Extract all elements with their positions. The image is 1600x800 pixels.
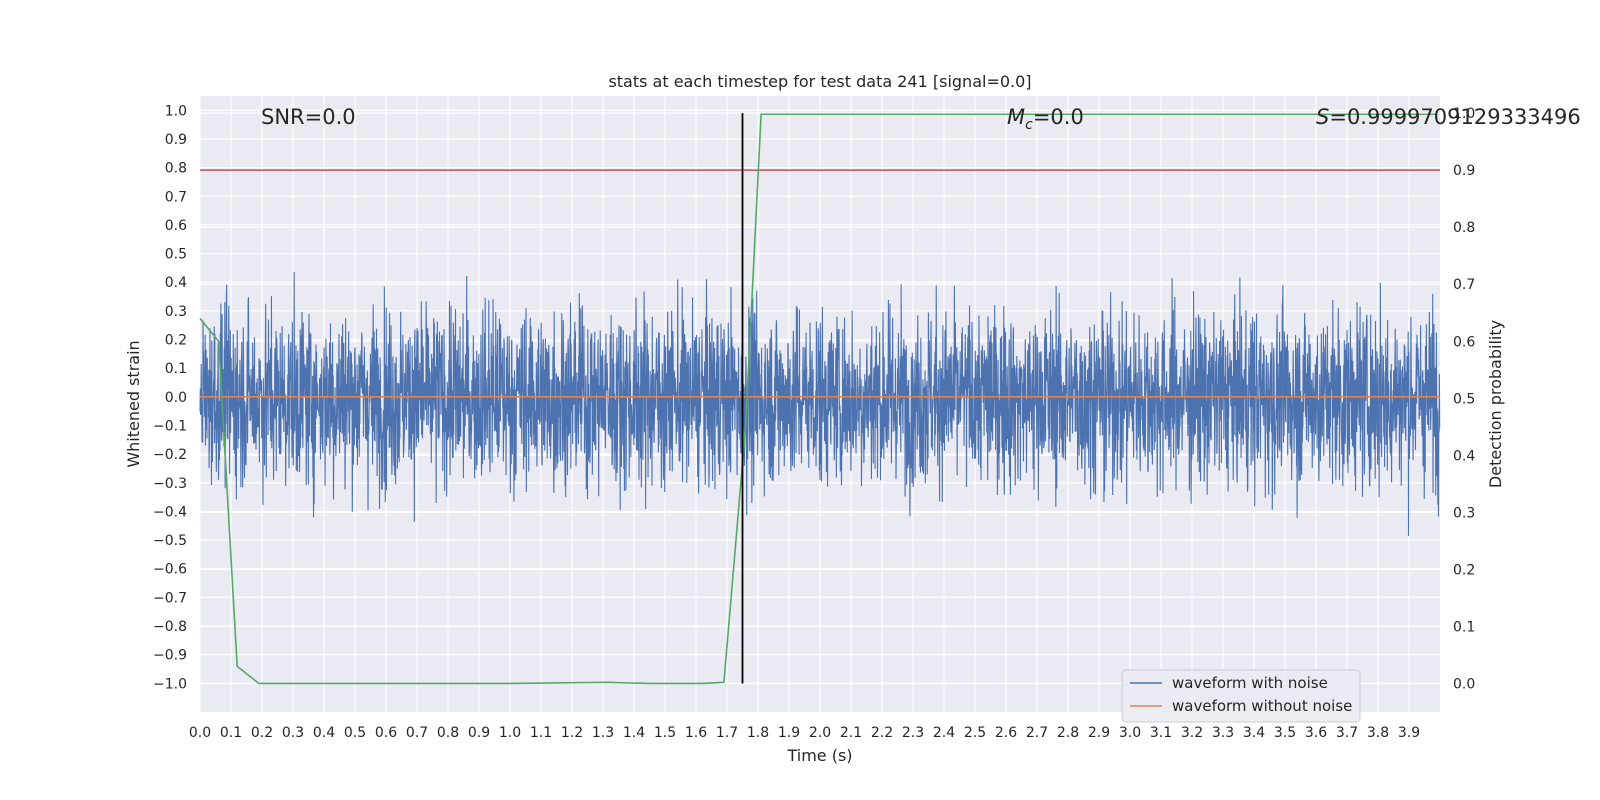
- y-tick-label: 0.1: [165, 361, 187, 377]
- x-tick-label: 2.9: [1088, 725, 1110, 741]
- series-waveform-with-noise: [199, 272, 1441, 536]
- y-tick-label: 0.2: [165, 333, 187, 349]
- x-tick-label: 1.6: [685, 725, 707, 741]
- snr-annotation: SNR=0.0: [261, 105, 356, 129]
- x-tick-label: 1.1: [530, 725, 552, 741]
- x-tick-label: 0.6: [375, 725, 397, 741]
- legend-label-clean: waveform without noise: [1172, 697, 1352, 715]
- x-tick-label: 2.7: [1026, 725, 1048, 741]
- x-tick-label: 2.5: [964, 725, 986, 741]
- y-tick-label: 0.5: [165, 247, 187, 263]
- x-tick-label: 0.0: [189, 725, 211, 741]
- x-tick-label: 2.4: [933, 725, 955, 741]
- y2-tick-label: 0.1: [1453, 619, 1475, 635]
- x-tick-label: 2.8: [1057, 725, 1079, 741]
- chirp-mass-symbol: M: [1007, 105, 1025, 129]
- x-tick-label: 1.7: [716, 725, 738, 741]
- chirp-mass-subscript: c: [1025, 117, 1033, 133]
- x-tick-label: 0.3: [282, 725, 304, 741]
- x-tick-label: 1.0: [499, 725, 521, 741]
- x-tick-label: 0.8: [437, 725, 459, 741]
- y-tick-label: 0.8: [165, 161, 187, 177]
- legend-box: [1121, 669, 1361, 723]
- x-axis-label: Time (s): [786, 746, 852, 765]
- x-tick-label: 3.0: [1119, 725, 1141, 741]
- y2-tick-label: 0.4: [1453, 448, 1475, 464]
- y-tick-label: −0.6: [153, 562, 187, 578]
- y-tick-label: 0.6: [165, 218, 187, 234]
- x-tick-label: 3.1: [1150, 725, 1172, 741]
- score-annotation: S=0.9999709129333496: [1316, 105, 1581, 129]
- x-tick-label: 1.9: [778, 725, 800, 741]
- y-tick-label: −0.3: [153, 476, 187, 492]
- y-tick-label: 0.9: [165, 132, 187, 148]
- x-tick-label: 2.3: [902, 725, 924, 741]
- legend: waveform with noise waveform without noi…: [1121, 669, 1361, 723]
- x-tick-label: 3.4: [1243, 725, 1265, 741]
- y-tick-label: 0.4: [165, 275, 187, 291]
- series-detection-probability: [199, 113, 1437, 685]
- y-axis-label: Whitened strain: [124, 340, 143, 467]
- x-tick-label: 3.2: [1181, 725, 1203, 741]
- x-tick-label: 0.1: [220, 725, 242, 741]
- x-tick-label: 2.0: [809, 725, 831, 741]
- y-tick-label: −0.8: [153, 619, 187, 635]
- x-tick-label: 1.4: [623, 725, 645, 741]
- x-tick-label: 0.7: [406, 725, 428, 741]
- x-tick-label: 2.2: [871, 725, 893, 741]
- x-tick-label: 0.9: [468, 725, 490, 741]
- x-tick-label: 3.6: [1305, 725, 1327, 741]
- x-tick-label: 3.9: [1398, 725, 1420, 741]
- y2-tick-label: 0.2: [1453, 562, 1475, 578]
- x-tick-label: 1.8: [747, 725, 769, 741]
- x-tick-label: 3.8: [1367, 725, 1389, 741]
- noise-line: [199, 272, 1441, 536]
- y2-tick-label: 0.9: [1453, 163, 1475, 179]
- y-tick-label: −0.5: [153, 533, 187, 549]
- y-tick-label: 0.3: [165, 304, 187, 320]
- x-tick-label: 0.2: [251, 725, 273, 741]
- chirp-mass-annotation: Mc=0.0: [1007, 105, 1084, 133]
- axis-ticks: 0.0 0.1 0.2 0.3 0.4 0.5 0.6 0.7 0.8 0.9 1.0 1.1 1.2 1…: [153, 103, 1475, 741]
- chart-title: stats at each timestep for test data 241…: [608, 72, 1031, 91]
- y2-tick-label: 0.8: [1453, 220, 1475, 236]
- y2-tick-label: 0.6: [1453, 334, 1475, 350]
- x-tick-label: 3.3: [1212, 725, 1234, 741]
- y-tick-label: −1.0: [153, 676, 187, 692]
- y2-tick-label: 1.0: [1453, 106, 1475, 122]
- y2-tick-label: 0.0: [1453, 676, 1475, 692]
- legend-label-noise: waveform with noise: [1172, 674, 1328, 692]
- y-tick-label: −0.1: [153, 418, 187, 434]
- y2-tick-label: 0.7: [1453, 277, 1475, 293]
- x-tick-label: 3.5: [1274, 725, 1296, 741]
- y-tick-label: −0.4: [153, 504, 187, 520]
- x-tick-label: 2.1: [840, 725, 862, 741]
- x-tick-label: 1.5: [654, 725, 676, 741]
- y-tick-label: −0.9: [153, 648, 187, 664]
- y2-axis-label: Detection probability: [1486, 320, 1505, 488]
- y-tick-label: 1.0: [165, 103, 187, 119]
- score-symbol: S: [1316, 105, 1329, 129]
- score-value: =0.9999709129333496: [1329, 105, 1580, 129]
- y-tick-label: 0.7: [165, 189, 187, 205]
- x-tick-label: 2.6: [995, 725, 1017, 741]
- x-tick-label: 0.5: [344, 725, 366, 741]
- y-tick-label: −0.2: [153, 447, 187, 463]
- x-tick-label: 0.4: [313, 725, 335, 741]
- chart-marks: [199, 113, 1440, 685]
- x-tick-label: 3.7: [1336, 725, 1358, 741]
- x-tick-label: 1.3: [592, 725, 614, 741]
- chirp-mass-value: =0.0: [1033, 105, 1084, 129]
- x-tick-label: 1.2: [561, 725, 583, 741]
- y-tick-label: 0.0: [165, 390, 187, 406]
- y-tick-label: −0.7: [153, 590, 187, 606]
- y2-tick-label: 0.5: [1453, 391, 1475, 407]
- y2-tick-label: 0.3: [1453, 505, 1475, 521]
